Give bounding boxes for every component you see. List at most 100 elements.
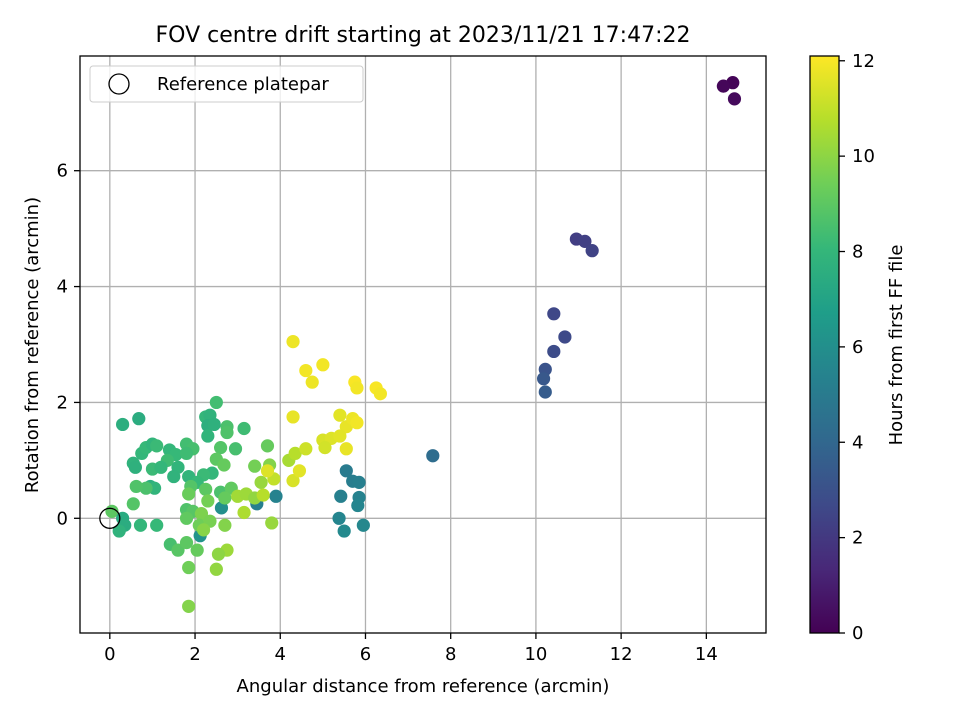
scatter-point [218,518,232,532]
scatter-point [133,518,148,532]
scatter-point [214,441,228,455]
scatter-point [139,481,153,495]
y-tick-label: 0 [57,508,68,529]
scatter-point [288,446,302,461]
x-axis-label: Angular distance from reference (arcmin) [237,676,610,697]
x-tick-label: 2 [189,644,200,665]
colorbar-tick-label: 2 [852,528,863,549]
scatter-point [299,363,313,378]
grid [80,56,766,633]
legend-box [89,65,364,103]
scatter-point [350,416,364,430]
scatter-point [256,488,270,502]
scatter-point [373,387,387,401]
plot-frame [79,55,767,634]
x-tick-label: 6 [360,644,371,665]
scatter-point [337,524,351,538]
scatter-point [182,560,196,575]
scatter-point [190,543,204,557]
colorbar-tick-label: 0 [852,623,863,644]
colorbar-tick-label: 8 [852,242,863,263]
scatter-point [220,425,234,440]
x-tick-label: 10 [524,644,547,665]
scatter-point [316,358,330,372]
scatter-point [352,475,366,489]
scatter-point [269,489,283,503]
scatter-point [578,234,592,248]
scatter-point [558,330,572,344]
scatter-point [299,442,313,456]
scatter-point [286,474,300,488]
legend: Reference platepar [89,65,364,103]
scatter-point [248,459,262,473]
scatter-point [536,372,551,386]
scatter-point [182,487,196,501]
scatter-point [196,523,211,537]
scatter-point [128,460,142,474]
scatter-point [228,442,243,456]
colorbar-tick-label: 6 [852,337,863,358]
scatter-point [286,410,300,424]
colorbar-tick-label: 10 [852,146,875,167]
chart-title: FOV centre drift starting at 2023/11/21 … [156,23,691,48]
scatter-point [254,475,268,489]
scatter-point [150,439,164,453]
scatter-point [154,460,168,474]
scatter-point [150,518,164,532]
scatter-point [333,408,347,422]
reference-platepar-marker [99,507,121,529]
scatter-point [350,381,364,395]
x-tick-label: 14 [695,644,718,665]
y-tick-label: 4 [57,277,68,298]
scatter-point [209,395,223,410]
colorbar-ticks: 0 2 4 6 8 10 12 [839,51,875,644]
scatter-point [201,494,215,508]
scatter-point [171,543,185,557]
scatter-point [116,417,130,432]
colorbar-frame [809,55,840,634]
scatter-point [182,599,196,613]
scatter-point [199,482,213,496]
scatter-point [218,491,232,505]
x-tick-label: 4 [275,644,286,665]
scatter-point [716,79,730,93]
legend-reference-marker [108,73,130,95]
scatter-point [211,547,226,561]
scatter-point [179,446,194,461]
reference-marker [99,507,121,529]
scatter-point [292,464,307,478]
scatter-point [260,464,275,478]
colorbar: 0 2 4 6 8 10 12 Hours from first FF file [809,51,907,644]
scatter-point [126,497,140,511]
scatter-point [179,536,194,550]
x-axis-ticks: 0 2 4 6 8 10 12 14 [104,633,718,665]
scatter-point [339,464,353,478]
scatter-point [260,439,275,453]
scatter-point [209,562,223,576]
x-tick-label: 0 [104,644,115,665]
scatter-point [334,489,348,503]
scatter-point [237,421,251,436]
colorbar-label: Hours from first FF file [886,245,907,446]
scatter-point [585,244,599,258]
scatter-point [237,505,251,520]
scatter-point [167,469,181,484]
scatter-point [332,511,346,525]
scatter-point [194,507,209,521]
colorbar-tick-label: 12 [852,51,875,72]
scatter-point [132,412,146,426]
y-axis-label: Rotation from reference (arcmin) [22,197,43,493]
scatter-point [333,429,347,443]
y-tick-label: 2 [57,392,68,413]
scatter-point [339,442,353,456]
scatter-point [538,385,552,399]
y-axis-ticks: 0 2 4 6 [57,161,80,529]
scatter-point [201,429,215,443]
scatter-point [547,307,561,321]
scatter-point [305,375,319,389]
scatter-point [129,479,143,494]
scatter-point [318,441,332,455]
scatter-point [727,92,742,106]
x-tick-label: 12 [610,644,633,665]
